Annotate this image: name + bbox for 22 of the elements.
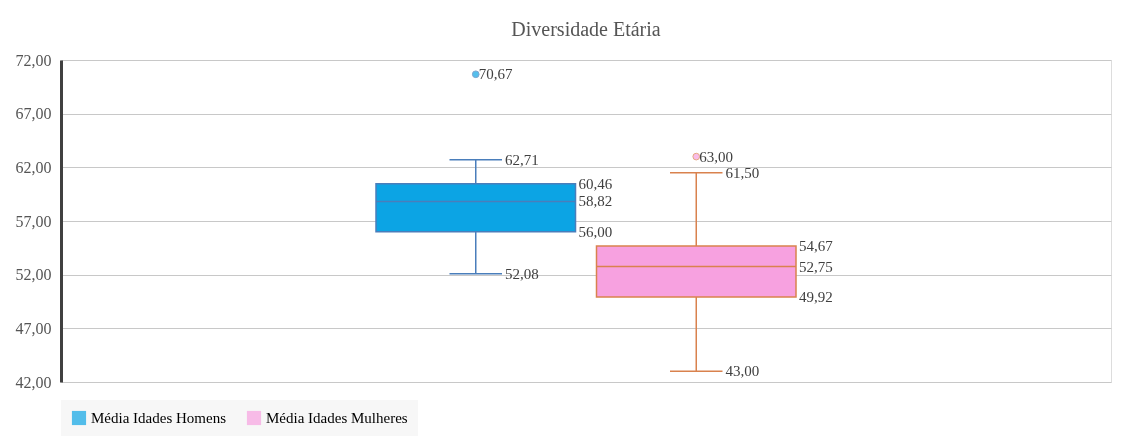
chart-title: Diversidade Etária [511,18,661,40]
text: 52,08 [505,265,539,282]
text: 54,67 [799,238,833,255]
text: 58,82 [578,193,613,210]
text: 62,71 [505,151,539,168]
y-tick-label: 72,00 [15,51,52,69]
legend-label: Média Idades Mulheres [266,410,408,426]
text: 60,46 [578,175,613,192]
text: 70,67 [478,66,513,83]
text: 63,00 [699,148,733,165]
text: 52,75 [799,258,833,275]
text: 43,00 [725,363,760,380]
y-tick-label: 47,00 [15,319,52,337]
y-tick-label: 62,00 [15,158,52,176]
text: 56,00 [578,223,613,240]
legend-label: Média Idades Homens [91,410,227,426]
y-tick-label: 42,00 [15,373,52,391]
y-tick-label: 67,00 [15,105,52,123]
text: 61,50 [725,164,760,181]
text: 49,92 [799,288,833,305]
y-tick-label: 52,00 [15,266,52,284]
y-tick-label: 57,00 [15,212,52,230]
